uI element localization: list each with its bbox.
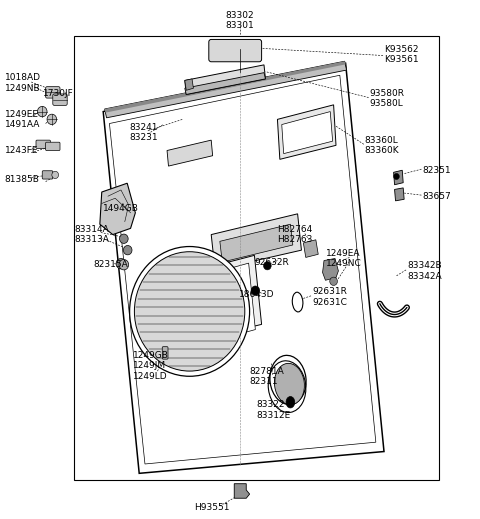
Circle shape (120, 234, 128, 243)
Text: 81385B: 81385B (5, 174, 40, 184)
Text: 1018AD
1249NB: 1018AD 1249NB (5, 73, 41, 93)
Text: K93562
K93561: K93562 K93561 (384, 45, 419, 64)
Text: 92632R: 92632R (254, 257, 289, 267)
Polygon shape (167, 140, 213, 166)
Circle shape (47, 114, 57, 125)
Circle shape (119, 260, 129, 270)
Text: 18643D: 18643D (239, 290, 275, 299)
Polygon shape (303, 240, 318, 257)
Ellipse shape (286, 397, 295, 408)
Polygon shape (395, 188, 404, 201)
Polygon shape (234, 484, 250, 498)
Polygon shape (185, 65, 265, 94)
FancyBboxPatch shape (53, 94, 67, 105)
Polygon shape (185, 79, 193, 90)
Polygon shape (185, 73, 265, 94)
Text: H93551: H93551 (194, 503, 230, 512)
FancyBboxPatch shape (42, 171, 53, 179)
Text: 83360L
83360K: 83360L 83360K (365, 135, 399, 155)
Circle shape (264, 262, 271, 270)
Polygon shape (100, 183, 135, 235)
Circle shape (116, 258, 126, 269)
Bar (74, 36, 439, 480)
Circle shape (130, 247, 250, 376)
Ellipse shape (275, 363, 304, 405)
Circle shape (330, 277, 337, 285)
Polygon shape (105, 61, 346, 113)
Circle shape (251, 286, 260, 295)
Circle shape (123, 245, 132, 255)
Text: 1249GB
1249JM
1249LD: 1249GB 1249JM 1249LD (133, 351, 169, 381)
FancyBboxPatch shape (46, 142, 60, 151)
Polygon shape (282, 112, 333, 154)
Polygon shape (105, 61, 347, 118)
Text: 83657: 83657 (422, 192, 451, 201)
Polygon shape (323, 258, 338, 280)
Text: H82764
H82763: H82764 H82763 (277, 225, 313, 244)
FancyBboxPatch shape (36, 140, 50, 148)
FancyBboxPatch shape (209, 39, 262, 62)
Circle shape (134, 252, 245, 371)
Circle shape (52, 171, 59, 179)
Circle shape (394, 173, 399, 180)
Polygon shape (394, 170, 403, 185)
Text: 83302
83301: 83302 83301 (226, 11, 254, 31)
Text: 1730JF: 1730JF (43, 89, 74, 98)
Text: 83342B
83342A: 83342B 83342A (407, 261, 442, 281)
Text: 83241
83231: 83241 83231 (130, 122, 158, 142)
FancyBboxPatch shape (46, 87, 60, 98)
Text: 93580R
93580L: 93580R 93580L (370, 89, 405, 108)
Text: 1243FE: 1243FE (5, 146, 38, 155)
Text: 82781A
82311: 82781A 82311 (250, 366, 284, 386)
Polygon shape (277, 105, 336, 159)
Text: 92631R
92631C: 92631R 92631C (312, 287, 347, 307)
Text: 82315A: 82315A (94, 260, 128, 269)
Polygon shape (211, 214, 301, 270)
Polygon shape (220, 224, 293, 262)
Polygon shape (103, 63, 384, 473)
Circle shape (37, 106, 47, 117)
FancyBboxPatch shape (162, 347, 168, 359)
Text: 82351: 82351 (422, 166, 451, 175)
Polygon shape (211, 42, 260, 60)
Polygon shape (164, 263, 255, 353)
Text: 83314A
83313A: 83314A 83313A (74, 225, 109, 244)
Text: 1249EE
1491AA: 1249EE 1491AA (5, 110, 40, 129)
Polygon shape (158, 255, 262, 348)
Text: 1494GB: 1494GB (103, 204, 139, 213)
Text: 83322
83312E: 83322 83312E (257, 400, 291, 420)
Text: 1249EA
1249NC: 1249EA 1249NC (326, 249, 362, 268)
